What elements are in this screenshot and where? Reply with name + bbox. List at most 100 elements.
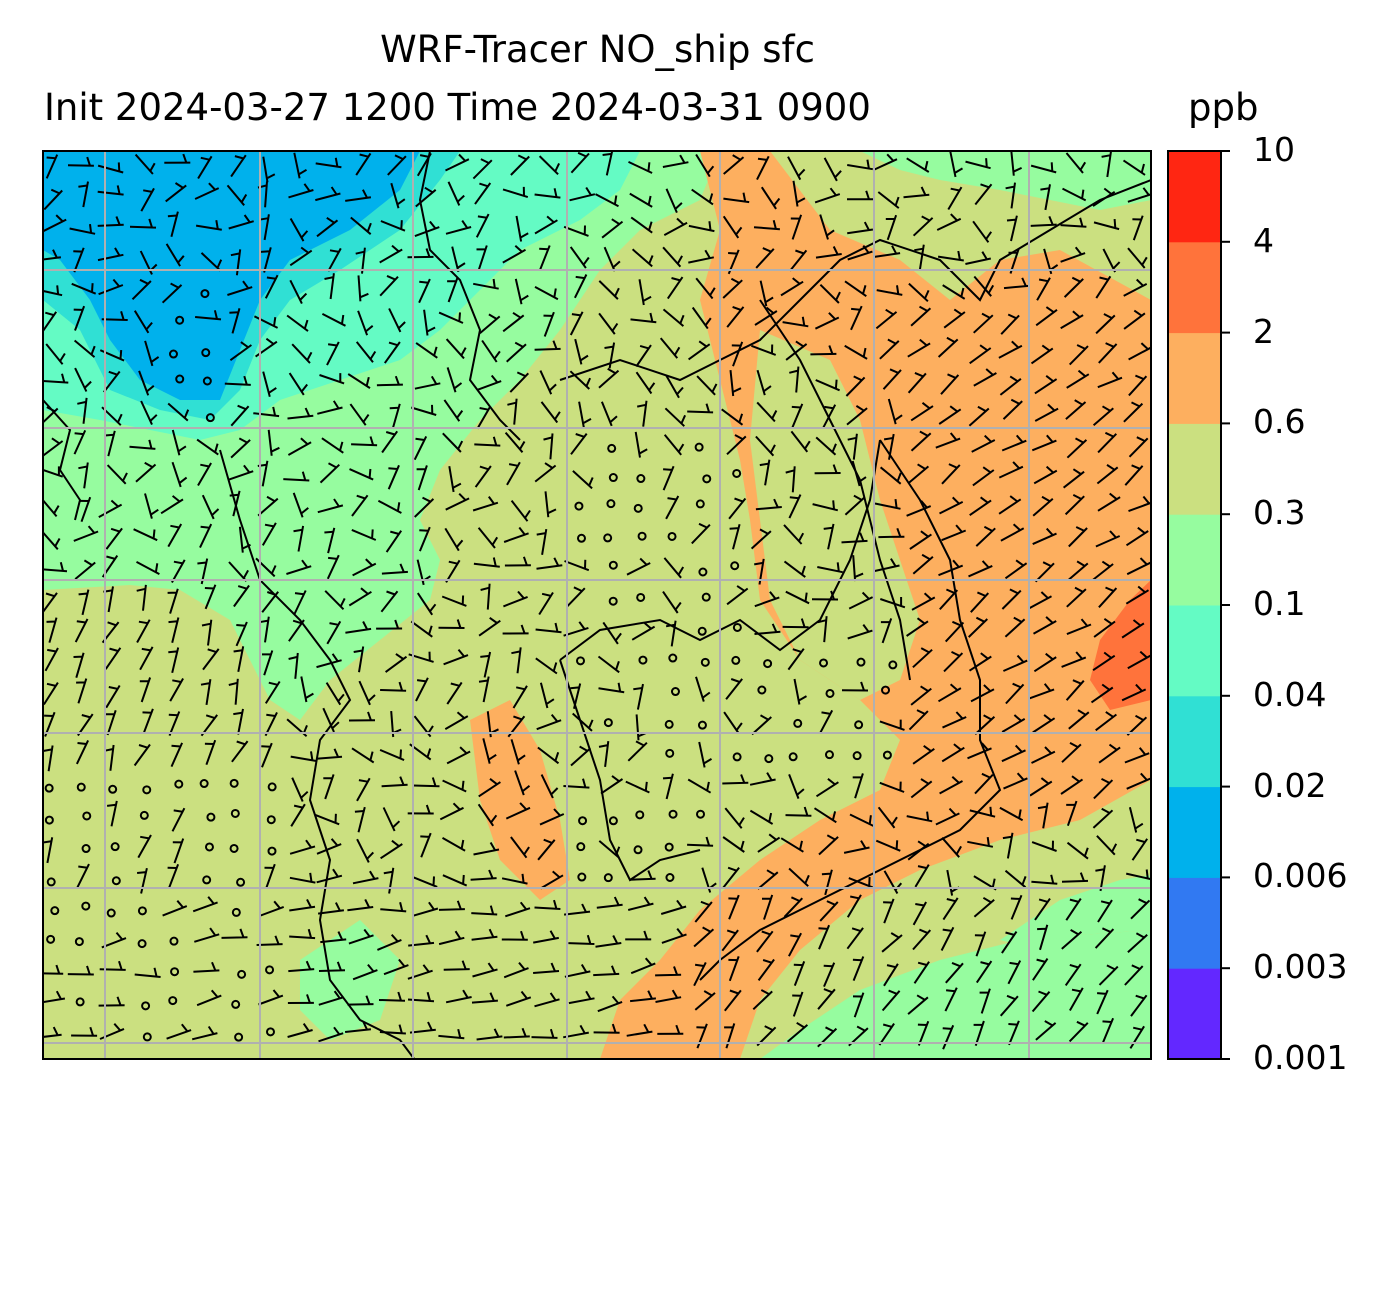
wind-barb [288,619,305,642]
wind-barb [357,275,369,302]
wind-barb [625,780,650,794]
wind-barb [968,560,993,578]
wind-barb [1092,405,1114,426]
wind-barb [473,842,500,856]
wind-barb [228,561,249,582]
wind-barb [1032,714,1056,734]
wind-barb [1124,464,1144,486]
colorbar-tick-label: 0.3 [1253,493,1306,533]
colorbar-tick-label: 0.001 [1253,1038,1348,1077]
calm-wind-circle [732,622,742,632]
wind-barb [852,956,865,981]
calm-wind-circle [608,816,618,826]
wind-barb [43,249,62,261]
wind-barb [380,681,407,692]
wind-barb [939,496,964,515]
wind-barb [407,248,434,259]
wind-barb [537,746,560,765]
wind-barb [937,683,962,703]
colorbar [1168,150,1230,1060]
wind-barb [817,988,836,1010]
wind-barb [129,439,156,450]
wind-barb [786,1021,809,1043]
wind-barb [74,559,96,580]
wind-barb [293,152,308,179]
wind-barb [695,676,711,702]
calm-wind-circle [234,1032,244,1042]
calm-wind-circle [607,443,617,453]
wind-barb [476,374,502,392]
wind-barb [1029,777,1053,797]
wind-barb [165,182,187,203]
wind-barb [695,277,716,300]
wind-barb [325,682,345,706]
colorbar-tick-label: 0.006 [1253,856,1348,896]
wind-barb [655,989,682,1003]
wind-barb [722,277,743,299]
calm-wind-circle [637,531,647,541]
wind-barb [1095,275,1112,299]
wind-barb [634,431,648,458]
calm-wind-circle [168,349,178,359]
wind-barb [512,685,528,709]
wind-barb [73,339,96,358]
wind-barb [691,306,712,330]
wind-barb [131,278,152,301]
wind-barb [1129,1025,1145,1049]
wind-barb [133,528,158,542]
wind-barb [136,561,160,575]
wind-barb [142,708,154,734]
title-line-1: WRF-Tracer NO_ship sfc [380,28,815,71]
wind-barb [228,464,254,481]
wind-barb [968,405,990,427]
wind-barb [1028,591,1052,610]
wind-barb [970,591,990,613]
colorbar-segment [1168,514,1221,606]
wind-barb [696,375,718,396]
wind-barb [98,278,124,296]
wind-barb [319,373,345,385]
calm-wind-circle [267,846,277,856]
wind-barb [167,523,183,548]
colorbar-segment [1168,605,1221,697]
wind-barb [973,275,995,297]
wind-barb [315,186,341,202]
wind-barb [144,340,160,367]
wind-barb [1090,683,1114,704]
wind-barb [785,340,808,361]
wind-barb [288,183,314,199]
wind-barb [43,682,59,706]
wind-barb [1097,492,1121,512]
wind-barb [264,680,281,704]
wind-barb [261,650,274,676]
wind-barb [316,216,339,238]
wind-barb [43,592,58,614]
wind-barb [420,832,432,858]
calm-wind-circle [888,660,898,670]
wind-barb [1061,742,1082,763]
wind-barb [257,495,279,517]
wind-barb [968,616,988,638]
wind-barb [944,620,965,643]
wind-barb [819,214,835,240]
wind-barb [444,527,464,552]
wind-barb [482,738,497,764]
wind-barb [1000,523,1025,542]
wind-barb [347,995,374,1006]
calm-wind-circle [668,653,678,663]
wind-barb [300,676,314,703]
wind-barb [382,807,401,832]
calm-wind-circle [82,811,92,821]
wind-barb [1037,924,1049,951]
wind-barb [351,747,375,764]
wind-barb [943,308,966,329]
wind-barb [693,961,707,987]
wind-barb [376,619,403,630]
wind-barb [356,777,371,802]
wind-barb [903,186,930,199]
wind-barb [813,807,837,824]
wind-barb [446,681,463,705]
wind-barb [224,375,251,386]
wind-barb [106,800,118,827]
wind-barb [471,905,498,916]
